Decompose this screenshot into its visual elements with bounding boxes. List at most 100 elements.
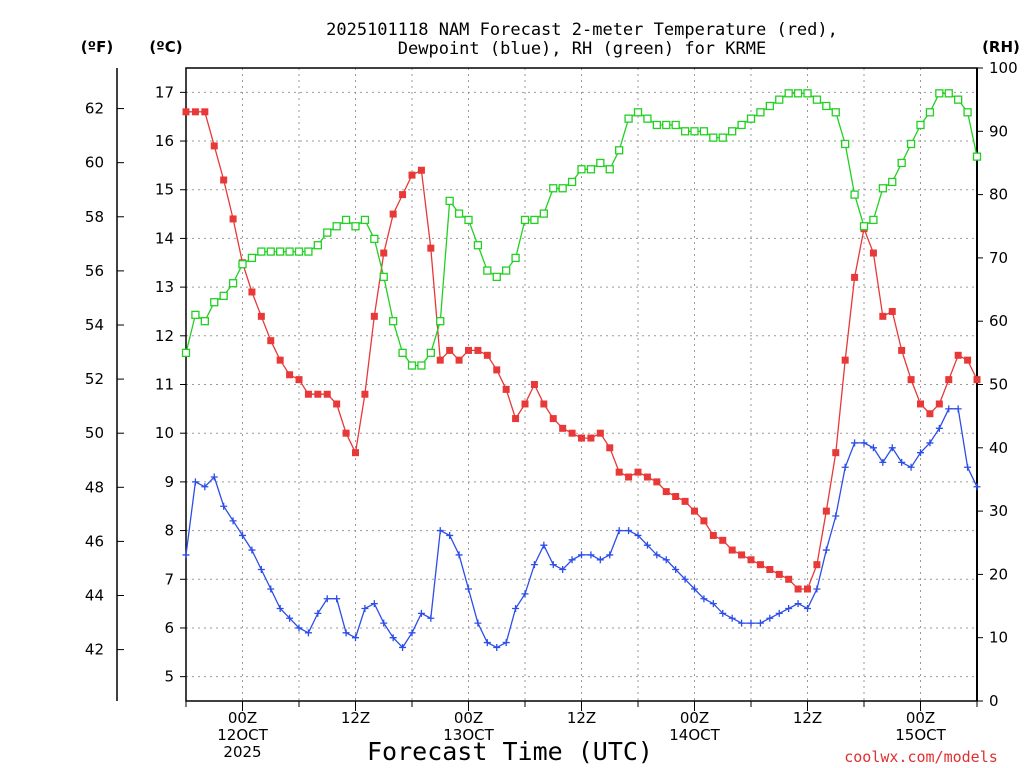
temperature-point-34 bbox=[502, 385, 510, 393]
temperature-point-79 bbox=[926, 410, 934, 418]
temperature-point-75 bbox=[888, 307, 896, 315]
rh-point-15 bbox=[323, 228, 332, 237]
chart-title-line-1: 2025101118 NAM Forecast 2-meter Temperat… bbox=[326, 20, 838, 40]
rh-point-70 bbox=[841, 139, 850, 149]
f-tick-label-6: 54 bbox=[85, 316, 104, 334]
dewpoint-point-46 bbox=[615, 527, 623, 535]
dewpoint-point-15 bbox=[323, 595, 331, 603]
dewpoint-point-4 bbox=[220, 502, 228, 510]
dewpoint-point-69 bbox=[832, 512, 840, 520]
rh-point-18 bbox=[351, 222, 360, 231]
temperature-point-49 bbox=[643, 473, 651, 481]
dewpoint-point-78 bbox=[917, 449, 924, 457]
rh-point-4 bbox=[219, 291, 228, 301]
rh-point-40 bbox=[558, 184, 567, 193]
temperature-point-68 bbox=[822, 507, 830, 515]
temperature-point-62 bbox=[766, 566, 774, 574]
x-tick-label-3-0: 12Z bbox=[567, 709, 596, 727]
chart-title-line-2: Dewpoint (blue), RH (green) for KRME bbox=[398, 39, 766, 59]
dewpoint-point-61 bbox=[756, 619, 764, 627]
rh-point-30 bbox=[464, 215, 473, 225]
temperature-point-15 bbox=[323, 390, 331, 398]
x-tick-label-0-0: 00Z bbox=[228, 709, 257, 727]
dewpoint-point-24 bbox=[408, 629, 416, 637]
rh-point-45 bbox=[605, 165, 614, 174]
c-tick-label-11: 16 bbox=[155, 132, 174, 150]
data-series bbox=[181, 89, 982, 651]
dewpoint-point-42 bbox=[578, 551, 585, 559]
dewpoint-point-68 bbox=[822, 546, 830, 554]
temperature-point-77 bbox=[907, 376, 915, 384]
dewpoint-point-84 bbox=[973, 483, 981, 491]
rh-point-69 bbox=[831, 108, 840, 117]
c-tick-label-1: 6 bbox=[164, 619, 174, 637]
c-tick-label-7: 12 bbox=[155, 327, 174, 345]
temperature-point-30 bbox=[465, 346, 472, 354]
rh-point-9 bbox=[266, 247, 275, 256]
dewpoint-point-48 bbox=[634, 531, 642, 539]
celsius-axis-unit: (ºC) bbox=[149, 38, 182, 56]
rh-tick-label-8: 80 bbox=[989, 186, 1008, 204]
temperature-point-1 bbox=[191, 108, 199, 116]
dewpoint-point-62 bbox=[766, 614, 774, 622]
rh-point-74 bbox=[878, 184, 887, 193]
rh-point-25 bbox=[417, 361, 426, 370]
f-tick-label-10: 62 bbox=[85, 100, 104, 118]
x-tick-label-4-1: 14OCT bbox=[669, 726, 720, 744]
temperature-point-36 bbox=[521, 400, 529, 408]
dewpoint-point-18 bbox=[352, 634, 359, 642]
temperature-point-33 bbox=[493, 366, 501, 374]
temperature-point-80 bbox=[935, 400, 943, 408]
temperature-point-32 bbox=[483, 351, 491, 359]
dewpoint-point-71 bbox=[851, 439, 859, 447]
rh-point-35 bbox=[511, 253, 520, 263]
rh-point-28 bbox=[445, 196, 454, 206]
temperature-point-39 bbox=[549, 415, 557, 423]
x-tick-label-0-2: 2025 bbox=[223, 743, 261, 761]
temperature-point-78 bbox=[917, 400, 924, 408]
rh-point-42 bbox=[577, 165, 586, 174]
rh-point-22 bbox=[389, 317, 398, 326]
series-dewpoint bbox=[182, 405, 981, 651]
rh-point-2 bbox=[200, 317, 209, 326]
dewpoint-point-80 bbox=[935, 424, 943, 432]
rh-point-83 bbox=[963, 108, 972, 117]
dewpoint-point-30 bbox=[465, 585, 472, 593]
temperature-point-9 bbox=[267, 337, 275, 345]
dewpoint-point-12 bbox=[295, 624, 303, 632]
rh-point-17 bbox=[341, 215, 351, 225]
temperature-point-48 bbox=[634, 468, 642, 476]
dewpoint-point-21 bbox=[380, 619, 388, 627]
temperature-point-41 bbox=[568, 429, 576, 437]
rh-point-67 bbox=[812, 95, 822, 104]
temperature-point-46 bbox=[615, 468, 623, 476]
temperature-point-18 bbox=[352, 449, 359, 457]
dewpoint-point-10 bbox=[276, 604, 284, 612]
rh-point-0 bbox=[181, 348, 191, 358]
rh-point-62 bbox=[765, 101, 774, 111]
rh-point-84 bbox=[972, 152, 982, 161]
rh-point-76 bbox=[897, 158, 906, 168]
temperature-point-67 bbox=[813, 561, 821, 569]
temperature-point-24 bbox=[408, 171, 416, 179]
temperature-point-23 bbox=[399, 191, 407, 199]
temperature-point-19 bbox=[361, 390, 369, 398]
axes: 5678910111213141516174244464850525456586… bbox=[85, 59, 1018, 761]
dewpoint-point-54 bbox=[691, 585, 698, 593]
temperature-point-63 bbox=[775, 570, 783, 578]
c-tick-label-6: 11 bbox=[155, 376, 174, 394]
dewpoint-point-41 bbox=[568, 556, 576, 564]
temperature-point-4 bbox=[220, 176, 228, 184]
rh-point-58 bbox=[728, 127, 737, 136]
dewpoint-point-7 bbox=[248, 546, 256, 554]
rh-point-41 bbox=[567, 177, 577, 187]
rh-tick-label-1: 10 bbox=[989, 629, 1008, 647]
rh-tick-label-0: 0 bbox=[989, 692, 999, 710]
fahrenheit-axis-unit: (ºF) bbox=[81, 38, 113, 56]
x-tick-label-5-0: 12Z bbox=[793, 709, 822, 727]
temperature-point-70 bbox=[841, 356, 849, 364]
rh-point-20 bbox=[370, 234, 379, 244]
c-tick-label-9: 14 bbox=[155, 229, 174, 247]
temperature-point-5 bbox=[229, 215, 237, 223]
rh-point-80 bbox=[935, 89, 944, 98]
